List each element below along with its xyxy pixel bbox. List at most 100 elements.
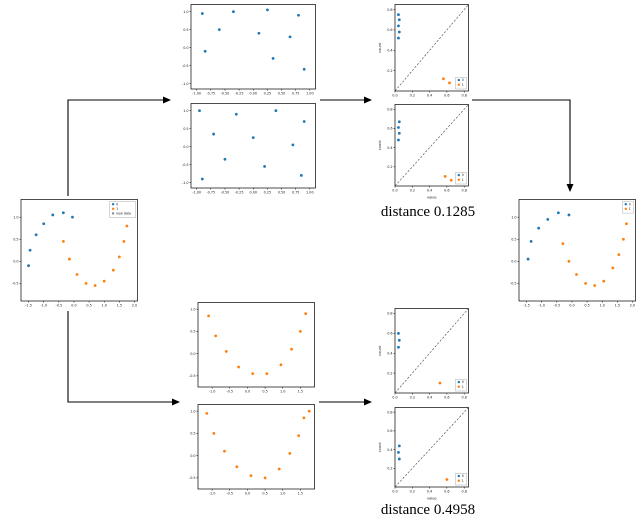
svg-text:0.4: 0.4 [427, 489, 432, 493]
svg-text:-0.5: -0.5 [554, 303, 561, 307]
svg-text:0.2: 0.2 [387, 69, 392, 73]
svg-text:0.0: 0.0 [190, 454, 195, 458]
svg-text:1: 1 [462, 83, 464, 87]
panel-top-transformed-pair: -1.00 -0.75 -0.50 -0.25 0.00 0.25 0.50 0.75 1.00… [178, 2, 318, 197]
svg-text:0.0: 0.0 [183, 46, 188, 50]
svg-text:-1.0: -1.0 [182, 82, 189, 86]
svg-text:0: 0 [462, 474, 464, 478]
svg-text:0.0: 0.0 [511, 259, 516, 263]
svg-text:0.6: 0.6 [444, 489, 449, 493]
svg-text:-0.5: -0.5 [189, 374, 196, 378]
svg-text:1.0: 1.0 [183, 10, 188, 14]
svg-text:0.6: 0.6 [387, 127, 392, 131]
svg-text:0.0: 0.0 [392, 93, 397, 97]
svg-text:-0.25: -0.25 [235, 91, 244, 95]
svg-text:1.00: 1.00 [306, 91, 314, 95]
arrow-input-to-top-branch [67, 96, 171, 196]
svg-text:1.5: 1.5 [298, 491, 303, 495]
svg-text:0.0: 0.0 [71, 303, 76, 307]
svg-text:1: 1 [462, 479, 464, 483]
svg-text:0.5: 0.5 [86, 303, 91, 307]
distance-label-top: distance 0.1285 [380, 204, 476, 220]
svg-text:1.0: 1.0 [280, 491, 285, 495]
svg-text:0.4: 0.4 [427, 188, 432, 192]
svg-text:0.0: 0.0 [392, 489, 397, 493]
svg-text:0: 0 [462, 173, 464, 177]
svg-text:-1.0: -1.0 [209, 491, 216, 495]
svg-text:2.0: 2.0 [132, 303, 137, 307]
chart-output-scatter: -1.5 -1.0 -0.5 0.0 0.5 1.0 1.5 2.0 -0.5 0.0 0.5 1.0… [506, 197, 638, 310]
svg-text:0.2: 0.2 [410, 93, 415, 97]
svg-text:-1.00: -1.00 [192, 190, 201, 194]
panel-input-dataset: -1.5 -1.0 -0.5 0.0 0.5 1.0 1.5 2.0 -0.5 0.0 0.5 1.0… [8, 197, 140, 310]
svg-text:0.2: 0.2 [410, 188, 415, 192]
svg-text:0: 0 [462, 380, 464, 384]
svg-text:1.5: 1.5 [298, 389, 303, 393]
svg-text:-1.00: -1.00 [192, 91, 201, 95]
svg-text:1.0: 1.0 [600, 303, 605, 307]
svg-text:0.4: 0.4 [427, 395, 432, 399]
svg-text:1.0: 1.0 [183, 109, 188, 113]
svg-text:0.25: 0.25 [264, 190, 272, 194]
svg-text:0.0: 0.0 [245, 389, 250, 393]
svg-text:0.4: 0.4 [427, 93, 432, 97]
svg-text:-0.5: -0.5 [56, 303, 63, 307]
svg-text:0: 0 [629, 202, 631, 206]
svg-text:0.0: 0.0 [183, 145, 188, 149]
svg-text:-0.5: -0.5 [12, 282, 19, 286]
svg-text:count: count [378, 42, 382, 53]
svg-text:0.75: 0.75 [292, 91, 300, 95]
svg-text:1: 1 [462, 178, 464, 182]
svg-text:1: 1 [116, 207, 118, 211]
svg-text:0.5: 0.5 [183, 127, 188, 131]
svg-text:0.8: 0.8 [461, 93, 466, 97]
svg-text:0.2: 0.2 [387, 165, 392, 169]
svg-text:0.6: 0.6 [387, 429, 392, 433]
svg-text:-0.5: -0.5 [189, 476, 196, 480]
svg-text:0.4: 0.4 [387, 146, 392, 150]
svg-text:0.2: 0.2 [387, 371, 392, 375]
chart-bottom-pair-2: -1.0 -0.5 0.0 0.5 1.0 1.5 -0.5 0.0 0.5 1.0 [185, 402, 317, 498]
svg-text:0.0: 0.0 [245, 491, 250, 495]
svg-text:0.4: 0.4 [387, 351, 392, 355]
svg-text:0.5: 0.5 [13, 237, 18, 241]
svg-text:0.6: 0.6 [444, 93, 449, 97]
svg-text:0.6: 0.6 [387, 28, 392, 32]
svg-text:-1.0: -1.0 [538, 303, 545, 307]
svg-text:0.2: 0.2 [410, 395, 415, 399]
svg-text:-1.0: -1.0 [40, 303, 47, 307]
svg-text:0.2: 0.2 [387, 466, 392, 470]
svg-text:0.8: 0.8 [387, 8, 392, 12]
chart-top-distance-2: 0.0 0.2 0.4 0.6 0.8 0.2 0.4 0.6 0.8 count value 0 1 [377, 102, 471, 200]
svg-text:0.00: 0.00 [249, 190, 257, 194]
svg-text:-1.5: -1.5 [25, 303, 32, 307]
svg-text:0.8: 0.8 [461, 188, 466, 192]
svg-text:0.4: 0.4 [387, 448, 392, 452]
svg-text:count: count [378, 345, 382, 356]
svg-text:-1.0: -1.0 [209, 389, 216, 393]
panel-top-distance-plots: 0.0 0.2 0.4 0.6 0.8 0.2 0.4 0.6 0.8 count 0 1 0.0 0.… [377, 2, 471, 200]
svg-text:0.00: 0.00 [249, 91, 257, 95]
svg-text:0: 0 [116, 202, 118, 206]
panel-bottom-distance-plots: 0.0 0.2 0.4 0.6 0.8 0.2 0.4 0.6 0.8 count 0 1 0.0 0.… [377, 306, 471, 501]
svg-text:0.6: 0.6 [387, 332, 392, 336]
chart-bottom-distance-1: 0.0 0.2 0.4 0.6 0.8 0.2 0.4 0.6 0.8 count 0 1 [377, 306, 471, 402]
svg-text:1.5: 1.5 [615, 303, 620, 307]
svg-text:-0.25: -0.25 [235, 190, 244, 194]
chart-top-pair-1: -1.00 -0.75 -0.50 -0.25 0.00 0.25 0.50 0.75 1.00… [178, 2, 318, 98]
panel-bottom-transformed-pair: -1.0 -0.5 0.0 0.5 1.0 1.5 -0.5 0.0 0.5 1.0 -1.0 -0… [185, 300, 317, 498]
svg-text:0.5: 0.5 [190, 330, 195, 334]
svg-text:1.0: 1.0 [190, 307, 195, 311]
svg-text:1.0: 1.0 [13, 215, 18, 219]
chart-top-distance-1: 0.0 0.2 0.4 0.6 0.8 0.2 0.4 0.6 0.8 count 0 1 [377, 2, 471, 100]
svg-text:0.25: 0.25 [264, 91, 272, 95]
svg-text:-0.75: -0.75 [206, 190, 215, 194]
svg-text:0.0: 0.0 [392, 188, 397, 192]
svg-text:0.8: 0.8 [461, 489, 466, 493]
svg-text:value: value [427, 497, 438, 501]
svg-text:count: count [378, 140, 382, 151]
svg-text:1: 1 [462, 385, 464, 389]
distance-label-bottom: distance 0.4958 [380, 502, 476, 518]
svg-text:count: count [378, 442, 382, 453]
svg-text:0.8: 0.8 [461, 395, 466, 399]
